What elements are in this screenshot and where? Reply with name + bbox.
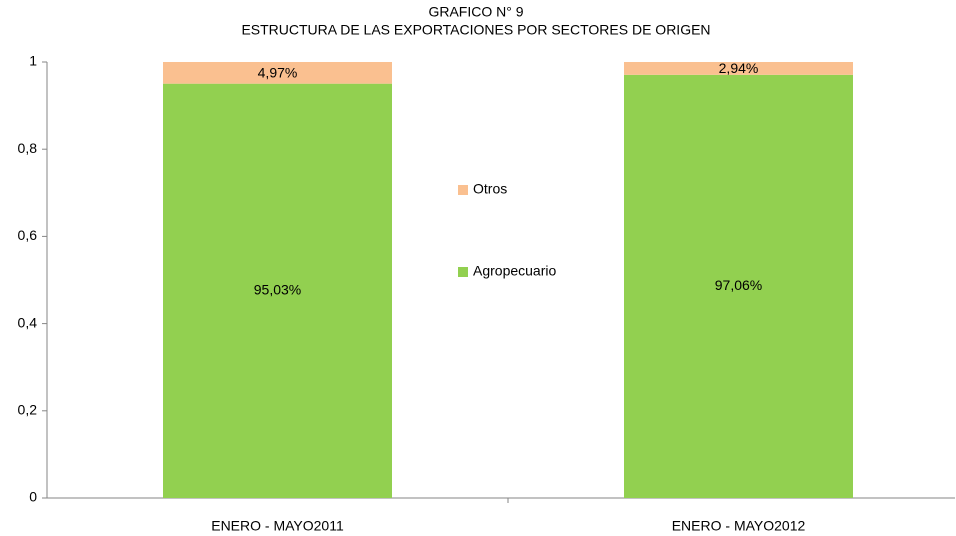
x-tick-label: ENERO - MAYO2012	[672, 518, 806, 534]
bar-segment	[624, 62, 853, 75]
legend-swatch	[458, 267, 468, 277]
x-tick-label: ENERO - MAYO2011	[211, 518, 344, 534]
chart-title: GRAFICO N° 9	[428, 4, 523, 20]
data-label: 95,03%	[254, 282, 301, 298]
y-tick-label: 0,8	[18, 140, 38, 156]
bar-segment	[163, 62, 392, 84]
y-tick-label: 0	[29, 489, 37, 505]
y-tick-label: 0,6	[18, 227, 38, 243]
legend-swatch	[458, 185, 468, 195]
legend-label: Otros	[473, 181, 507, 197]
y-tick-label: 0,2	[18, 402, 38, 418]
chart-subtitle: ESTRUCTURA DE LAS EXPORTACIONES POR SECT…	[241, 22, 710, 38]
y-tick-label: 1	[29, 53, 37, 69]
data-label: 2,94%	[719, 60, 759, 76]
bar-segment	[163, 83, 392, 499]
data-label: 4,97%	[258, 65, 298, 81]
y-tick-label: 0,4	[18, 314, 38, 330]
legend-label: Agropecuario	[473, 263, 556, 279]
data-label: 97,06%	[715, 277, 762, 293]
bar-segment	[624, 74, 853, 499]
